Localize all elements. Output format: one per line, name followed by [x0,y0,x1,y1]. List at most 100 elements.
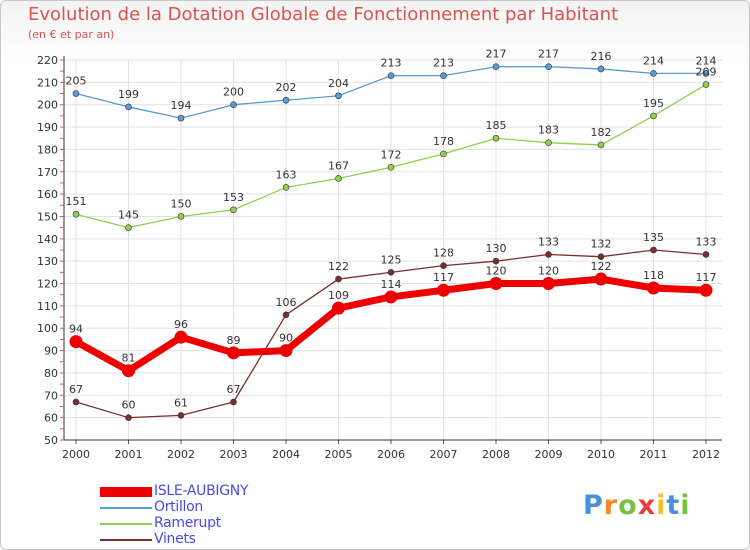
y-tick-label: 70 [44,389,58,402]
legend-swatch-isle-aubigny [100,487,152,497]
logo-letter: x [637,490,657,521]
data-label-vinets: 61 [174,396,188,409]
grid-lines [64,59,722,441]
proxiti-logo: Proxiti [583,490,691,521]
chart-title: Evolution de la Dotation Globale de Fonc… [28,4,619,25]
data-label-ramerupt: 209 [696,66,717,79]
data-point-isle-aubigny [489,277,503,291]
legend-label-vinets: Vinets [154,531,196,547]
data-label-ramerupt: 151 [66,195,87,208]
data-point-ramerupt [440,150,447,158]
data-label-ortillon: 205 [66,75,87,88]
data-label-isle-aubigny: 118 [643,269,664,282]
data-point-isle-aubigny [332,301,345,315]
data-label-ramerupt: 183 [538,124,559,137]
x-tick-label: 2006 [377,448,405,461]
data-label-ortillon: 214 [643,54,664,67]
data-point-ramerupt [492,134,500,142]
legend-swatch-ortillon [100,507,152,509]
data-point-ortillon [650,70,657,77]
logo-letter: P [583,490,604,521]
data-label-ramerupt: 172 [381,148,402,161]
data-point-isle-aubigny [384,290,398,304]
data-point-ortillon [72,90,80,97]
y-tick-label: 210 [37,76,58,89]
data-label-vinets: 60 [122,399,136,412]
data-label-vinets: 67 [69,383,83,396]
data-label-ortillon: 204 [328,77,349,90]
data-point-vinets [492,257,500,265]
legend-item-isle-aubigny: ISLE-AUBIGNY [100,483,320,500]
y-tick-label: 180 [37,143,58,156]
data-point-ortillon [597,65,605,73]
data-label-ramerupt: 163 [276,168,297,181]
data-label-ramerupt: 178 [433,135,454,148]
y-tick-label: 110 [37,300,58,313]
data-label-isle-aubigny: 81 [122,352,136,365]
data-point-ortillon [492,63,500,71]
data-point-ramerupt [177,213,185,220]
data-point-vinets [702,251,710,258]
legend-label-ramerupt: Ramerupt [154,515,221,531]
logo-letter: i [680,490,691,521]
data-label-isle-aubigny: 117 [696,271,717,284]
data-point-ortillon [230,101,237,109]
data-label-ortillon: 200 [223,86,244,99]
data-label-isle-aubigny: 120 [486,265,507,278]
data-point-vinets [440,262,447,269]
x-tick-label: 2005 [325,448,353,461]
data-point-vinets [125,414,132,421]
y-tick-label: 170 [37,166,58,179]
data-label-vinets: 106 [276,296,297,309]
data-point-ortillon [440,72,447,79]
data-point-ramerupt [545,139,552,147]
data-label-isle-aubigny: 109 [328,289,349,302]
x-tick-label: 2000 [62,448,90,461]
legend-swatch-vinets [100,539,152,541]
data-label-isle-aubigny: 120 [538,265,559,278]
data-point-vinets [335,275,342,283]
data-point-ortillon [545,63,552,71]
data-label-vinets: 122 [328,260,349,273]
data-point-vinets [177,412,185,419]
legend-label-ortillon: Ortillon [154,499,203,515]
data-point-ortillon [387,72,395,79]
logo-letter: t [666,490,681,521]
data-point-ortillon [125,103,132,111]
data-label-ortillon: 213 [433,57,454,70]
data-label-ramerupt: 185 [486,119,507,132]
data-point-ramerupt [387,163,395,171]
data-label-isle-aubigny: 114 [381,278,402,291]
data-label-ortillon: 216 [591,50,612,63]
data-point-isle-aubigny [437,283,450,297]
x-tick-label: 2002 [167,448,195,461]
data-label-vinets: 135 [643,231,664,244]
data-label-ortillon: 214 [696,54,717,67]
data-point-vinets [387,269,395,276]
y-tick-label: 140 [37,233,58,246]
data-label-ramerupt: 150 [171,197,192,210]
x-tick-label: 2010 [587,448,615,461]
data-point-isle-aubigny [122,364,135,378]
data-label-ortillon: 213 [381,57,402,70]
data-label-vinets: 130 [486,242,507,255]
data-point-ramerupt [125,224,132,231]
x-tick-label: 2003 [220,448,248,461]
legend-swatch-ramerupt [100,523,152,525]
data-label-ortillon: 199 [118,88,139,101]
data-point-vinets [597,253,605,261]
legend-label-isle-aubigny: ISLE-AUBIGNY [154,483,249,499]
data-label-ortillon: 194 [171,99,192,112]
data-point-ramerupt [230,206,237,214]
data-label-vinets: 128 [433,247,454,260]
data-point-vinets [72,398,80,406]
series-lines [69,63,713,421]
data-label-isle-aubigny: 90 [279,332,293,345]
data-label-ortillon: 217 [538,48,559,61]
data-label-ramerupt: 167 [328,159,349,172]
data-point-ortillon [177,114,185,122]
legend-item-vinets: Vinets [100,531,320,548]
y-tick-label: 190 [37,121,58,134]
legend: ISLE-AUBIGNY Ortillon Ramerupt Vinets [100,483,320,548]
